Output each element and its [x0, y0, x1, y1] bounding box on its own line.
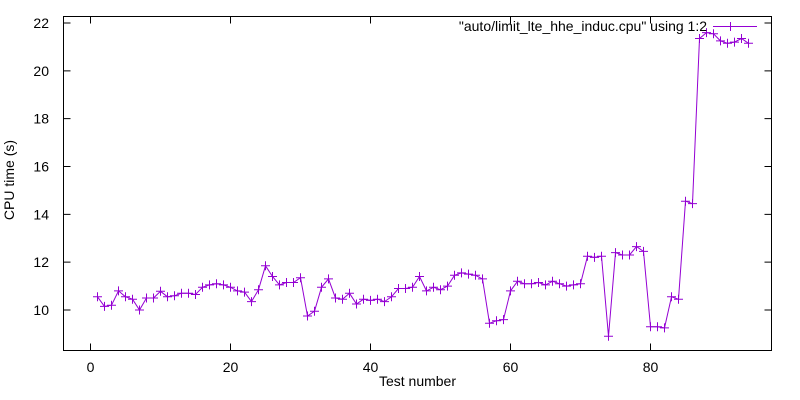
y-tick-label: 10	[33, 302, 49, 318]
series-line	[97, 32, 749, 337]
tick-marks	[63, 16, 772, 351]
y-tick-label: 18	[33, 111, 49, 127]
x-tick-label: 40	[363, 359, 379, 375]
x-tick-label: 80	[643, 359, 659, 375]
x-axis-label: Test number	[379, 373, 456, 389]
data-series	[93, 28, 753, 341]
y-tick-label: 14	[33, 206, 49, 222]
y-tick-label: 22	[33, 15, 49, 31]
y-tick-label: 12	[33, 254, 49, 270]
y-axis-label: CPU time (s)	[1, 140, 17, 220]
legend-line-sample	[713, 22, 757, 31]
x-tick-labels: 0 20 40 60 80	[87, 359, 659, 375]
x-tick-label: 20	[223, 359, 239, 375]
series-plus-markers	[93, 28, 753, 341]
x-tick-label: 60	[503, 359, 519, 375]
y-tick-label: 20	[33, 63, 49, 79]
y-tick-label: 16	[33, 159, 49, 175]
x-tick-label: 0	[87, 359, 95, 375]
plot-border	[63, 16, 772, 351]
legend-label: "auto/limit_lte_hhe_induc.cpu" using 1:2	[459, 18, 707, 34]
legend-sample-plus-icon	[713, 22, 757, 31]
axis-tick-marks	[63, 16, 772, 351]
y-tick-labels: 10 12 14 16 18 20 22	[33, 15, 49, 318]
